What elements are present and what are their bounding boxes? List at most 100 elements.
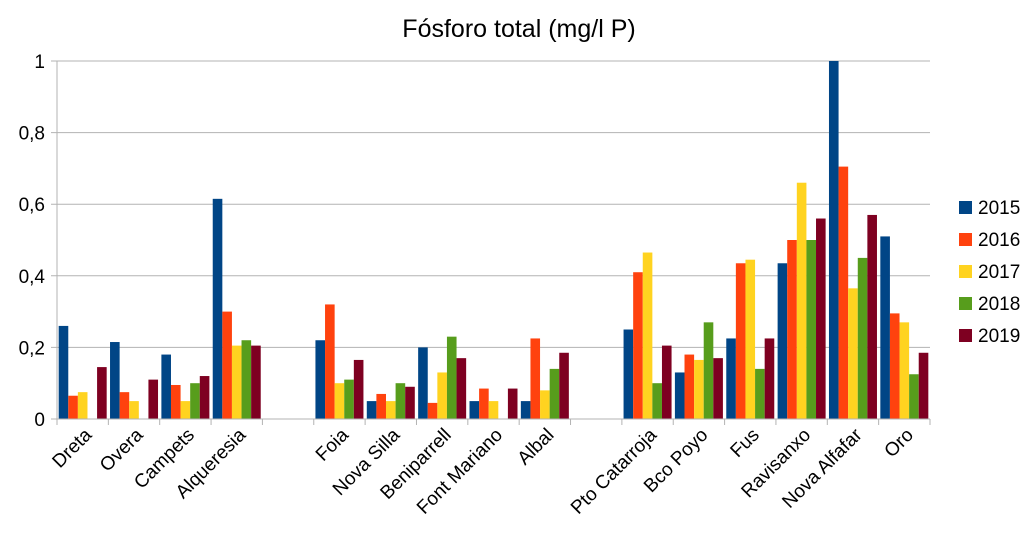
- bar: [446, 336, 457, 419]
- bar: [674, 372, 685, 419]
- bar: [806, 240, 817, 419]
- axes: [56, 61, 931, 425]
- bar: [652, 383, 662, 419]
- bar: [816, 218, 826, 419]
- x-tick-label: Oro: [881, 425, 918, 462]
- bar: [212, 198, 223, 419]
- bar: [838, 166, 849, 419]
- bar: [530, 338, 541, 419]
- bar: [161, 354, 171, 419]
- bar: [77, 392, 88, 419]
- bar: [385, 401, 396, 419]
- y-tick-label: 0,8: [19, 124, 45, 145]
- bar: [456, 358, 467, 419]
- legend-label: 2017: [978, 262, 1020, 283]
- x-tick-label: Pto Catarroja: [567, 424, 661, 518]
- bar: [703, 322, 714, 419]
- bar: [170, 384, 181, 419]
- bar: [376, 393, 386, 419]
- bar: [199, 376, 210, 419]
- bar: [222, 311, 232, 419]
- bar: [889, 313, 900, 419]
- bar: [334, 383, 345, 419]
- bar: [241, 340, 252, 419]
- bar: [427, 402, 438, 419]
- bar: [129, 401, 139, 419]
- legend: 2015 2016 2017 2018 2019: [959, 198, 1020, 347]
- bar: [899, 322, 910, 419]
- bar: [325, 304, 335, 419]
- legend-swatch: [959, 265, 972, 278]
- bar: [848, 288, 858, 419]
- bar: [315, 340, 326, 419]
- bar: [488, 401, 499, 419]
- bar: [405, 386, 415, 419]
- x-tick-label: Dreta: [49, 424, 97, 472]
- y-tick-label: 0,6: [19, 195, 45, 216]
- bar: [735, 263, 746, 419]
- bar: [148, 379, 159, 419]
- x-tick-label: Albal: [514, 425, 559, 470]
- legend-swatch: [959, 201, 972, 214]
- bar: [684, 354, 695, 419]
- y-tick-label: 1: [34, 52, 45, 73]
- bar: [366, 401, 377, 419]
- bar: [180, 401, 191, 419]
- bar: [764, 338, 775, 419]
- bar: [755, 368, 765, 419]
- bar: [918, 352, 929, 419]
- legend-label: 2019: [978, 326, 1020, 347]
- x-tick-label: Fus: [727, 425, 764, 462]
- bar: [828, 61, 839, 419]
- bar: [353, 359, 364, 419]
- bar: [97, 367, 107, 419]
- legend-label: 2015: [978, 198, 1020, 219]
- bar: [867, 214, 877, 419]
- legend-label: 2018: [978, 294, 1020, 315]
- bar: [694, 359, 704, 419]
- bar: [549, 368, 560, 419]
- y-tick-label: 0,4: [19, 267, 46, 288]
- bar: [661, 345, 672, 419]
- bar: [507, 388, 518, 419]
- bar: [251, 345, 261, 419]
- bar: [777, 263, 788, 419]
- legend-label: 2016: [978, 230, 1020, 251]
- bar: [520, 401, 531, 419]
- legend-swatch: [959, 329, 972, 342]
- bar: [395, 383, 406, 419]
- bar: [559, 352, 569, 419]
- bar: [726, 338, 736, 419]
- bar: [745, 259, 756, 419]
- bar: [642, 252, 653, 419]
- bar: [68, 395, 78, 419]
- bar: [119, 392, 130, 419]
- bar: [231, 345, 242, 419]
- bar: [880, 236, 890, 419]
- chart-title: Fósforo total (mg/l P): [402, 15, 635, 43]
- y-tick-label: 0,2: [19, 338, 45, 359]
- bar: [344, 379, 354, 419]
- y-tick-label: 0: [34, 410, 45, 431]
- bar: [909, 374, 919, 419]
- bar: [469, 401, 480, 419]
- bar: [479, 388, 489, 419]
- bar: [540, 390, 550, 419]
- bar: [623, 329, 634, 419]
- bar: [190, 383, 200, 419]
- bar: [713, 358, 723, 419]
- bar: [418, 347, 428, 419]
- bar: [787, 240, 797, 419]
- y-tick-labels: 0 0,2 0,4 0,6 0,8 1: [19, 52, 46, 431]
- bars: [58, 61, 929, 419]
- legend-swatch: [959, 233, 972, 246]
- legend-swatch: [959, 297, 972, 310]
- bar: [633, 272, 643, 419]
- bar: [437, 372, 447, 419]
- bar: [857, 257, 868, 419]
- bar: [796, 182, 807, 419]
- bar: [58, 325, 69, 419]
- bar: [110, 342, 120, 419]
